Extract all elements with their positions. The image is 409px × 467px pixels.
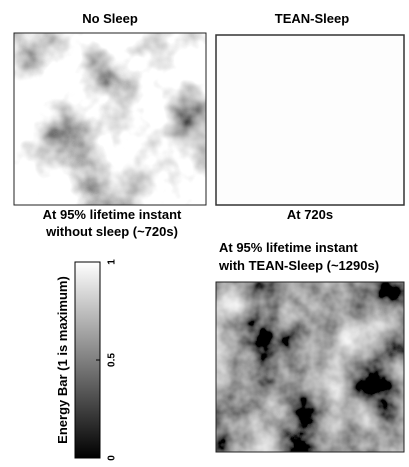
panel-caption: with TEAN-Sleep (~1290s)	[218, 258, 379, 273]
colorbar-tick-label: 1	[107, 259, 118, 265]
colorbar-label: Energy Bar (1 is maximum)	[55, 276, 70, 444]
colorbar-tick-label: 0	[107, 455, 118, 461]
panel-title: TEAN-Sleep	[275, 11, 349, 26]
energy-map	[215, 34, 405, 206]
colorbar-tick-label: 0.5	[107, 353, 118, 367]
panel-title: No Sleep	[82, 11, 138, 26]
panel-caption: At 95% lifetime instant	[219, 240, 358, 255]
panel-frame	[215, 281, 405, 453]
energy-map	[14, 33, 206, 205]
panel-caption: At 95% lifetime instant	[43, 207, 182, 222]
panel-frame	[13, 32, 207, 206]
panel-caption: without sleep (~720s)	[45, 224, 178, 239]
energy-map	[216, 282, 404, 452]
panel-caption: At 720s	[287, 207, 333, 222]
